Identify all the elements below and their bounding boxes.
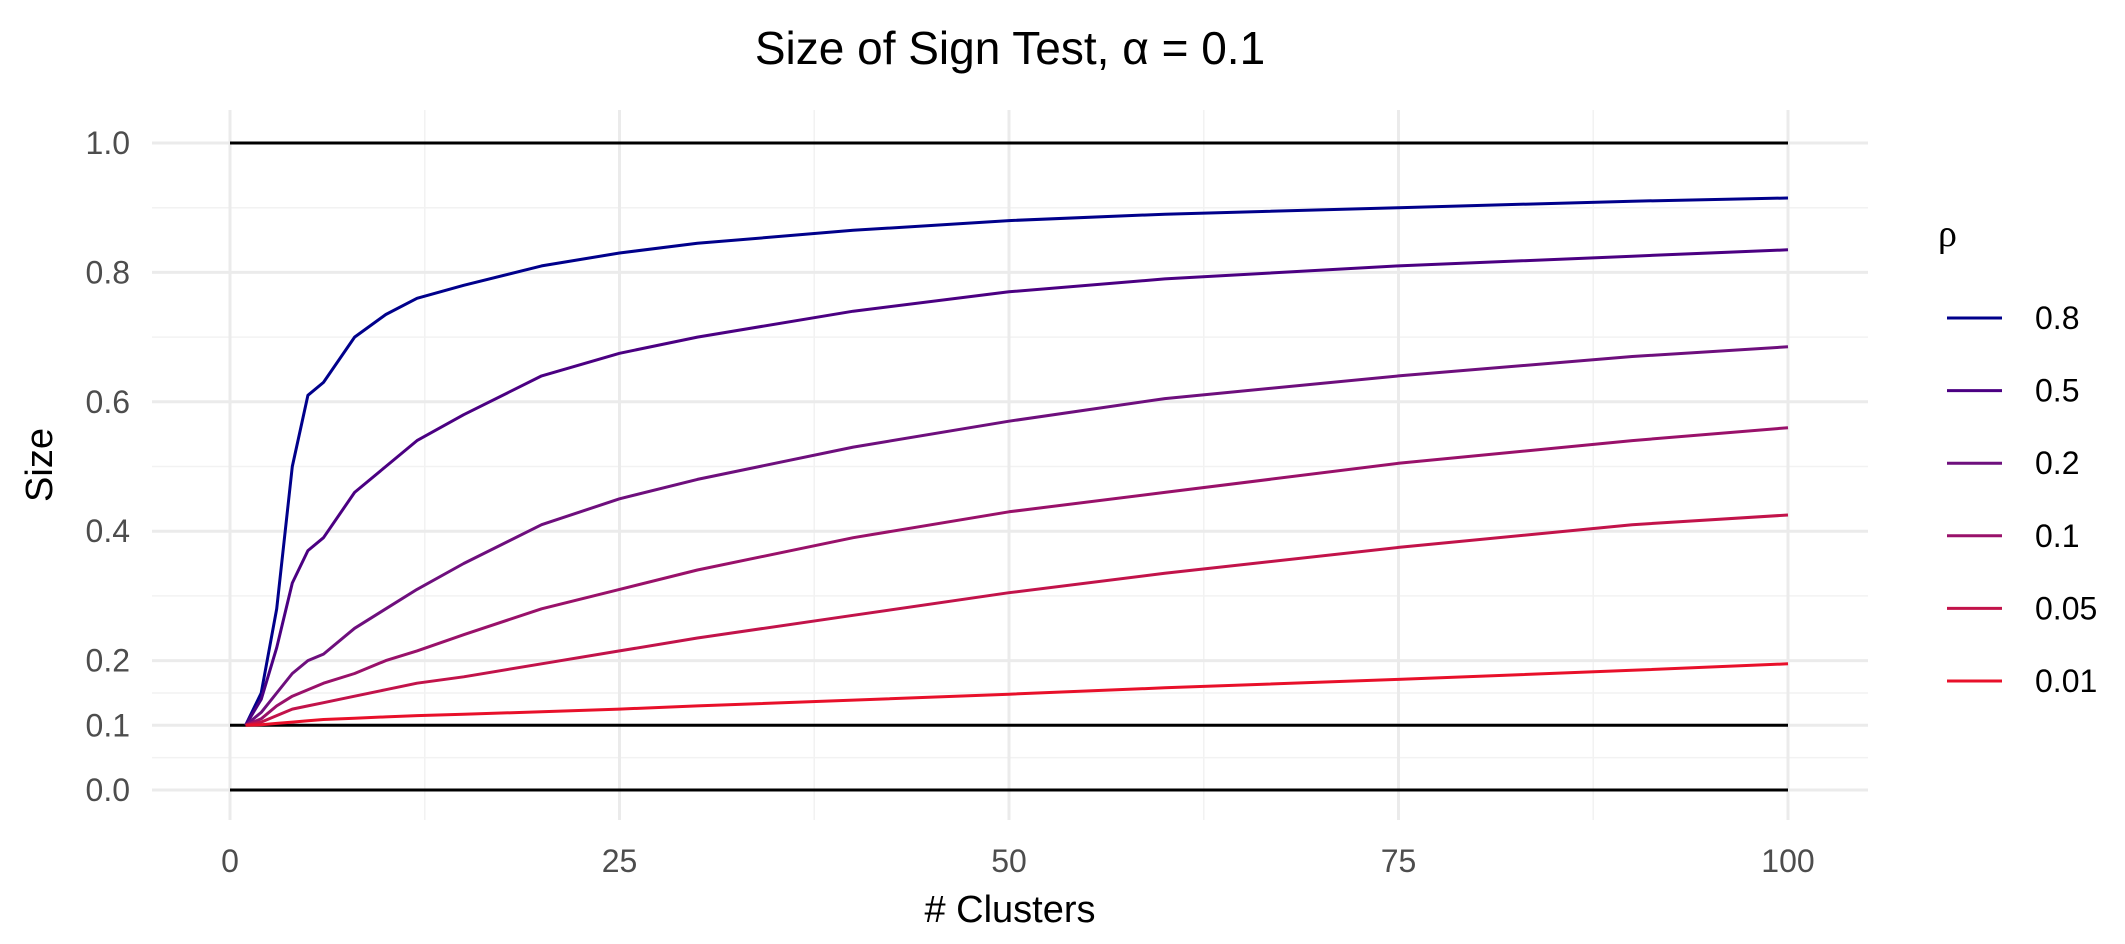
series-line-rho-0.01 (245, 662, 1789, 727)
legend-label: 0.2 (2035, 445, 2079, 481)
legend-item: 0.01 (1947, 663, 2097, 699)
y-tick-label: 0.2 (86, 643, 130, 679)
y-tick-label: 0.8 (86, 254, 130, 290)
y-tick-label: 0.1 (86, 707, 130, 743)
legend-title: ρ (1938, 213, 1957, 255)
series-lines (244, 196, 1789, 727)
legend-label: 0.5 (2035, 373, 2079, 409)
legend-item: 0.05 (1947, 590, 2097, 626)
y-tick-label: 1.0 (86, 125, 130, 161)
y-tick-label: 0.0 (86, 772, 130, 808)
series-line-rho-0.05 (245, 513, 1789, 727)
legend-label: 0.1 (2035, 518, 2079, 554)
legend-item: 0.5 (1947, 373, 2079, 409)
legend-item: 0.2 (1947, 445, 2079, 481)
y-tick-label: 0.6 (86, 384, 130, 420)
series-line-rho-0.1 (245, 426, 1789, 727)
grid (152, 110, 1868, 820)
legend-item: 0.8 (1947, 300, 2079, 336)
series-line-rho-0.8 (244, 196, 1789, 726)
x-tick-label: 75 (1381, 843, 1417, 879)
y-axis-title: Size (19, 428, 61, 502)
y-axis-ticks: 0.0 0.1 0.2 0.4 0.6 0.8 1.0 (86, 125, 130, 808)
x-tick-label: 0 (221, 843, 239, 879)
legend: ρ 0.8 0.5 0.2 0.1 0.05 0.01 (1938, 213, 2097, 699)
x-tick-label: 25 (602, 843, 638, 879)
legend-label: 0.01 (2035, 663, 2097, 699)
legend-item: 0.1 (1947, 518, 2079, 554)
legend-label: 0.05 (2035, 590, 2097, 626)
x-axis-title: # Clusters (924, 889, 1095, 931)
legend-label: 0.8 (2035, 300, 2079, 336)
x-tick-label: 50 (991, 843, 1027, 879)
series-line-rho-0.2 (244, 345, 1789, 727)
reference-lines (230, 141, 1788, 792)
series-line-rho-0.5 (244, 248, 1789, 727)
x-axis-ticks: 0 25 50 75 100 (221, 843, 1815, 879)
chart-title: Size of Sign Test, α = 0.1 (755, 22, 1265, 74)
x-tick-label: 100 (1761, 843, 1814, 879)
y-tick-label: 0.4 (86, 513, 130, 549)
legend-items: 0.8 0.5 0.2 0.1 0.05 0.01 (1947, 300, 2097, 699)
